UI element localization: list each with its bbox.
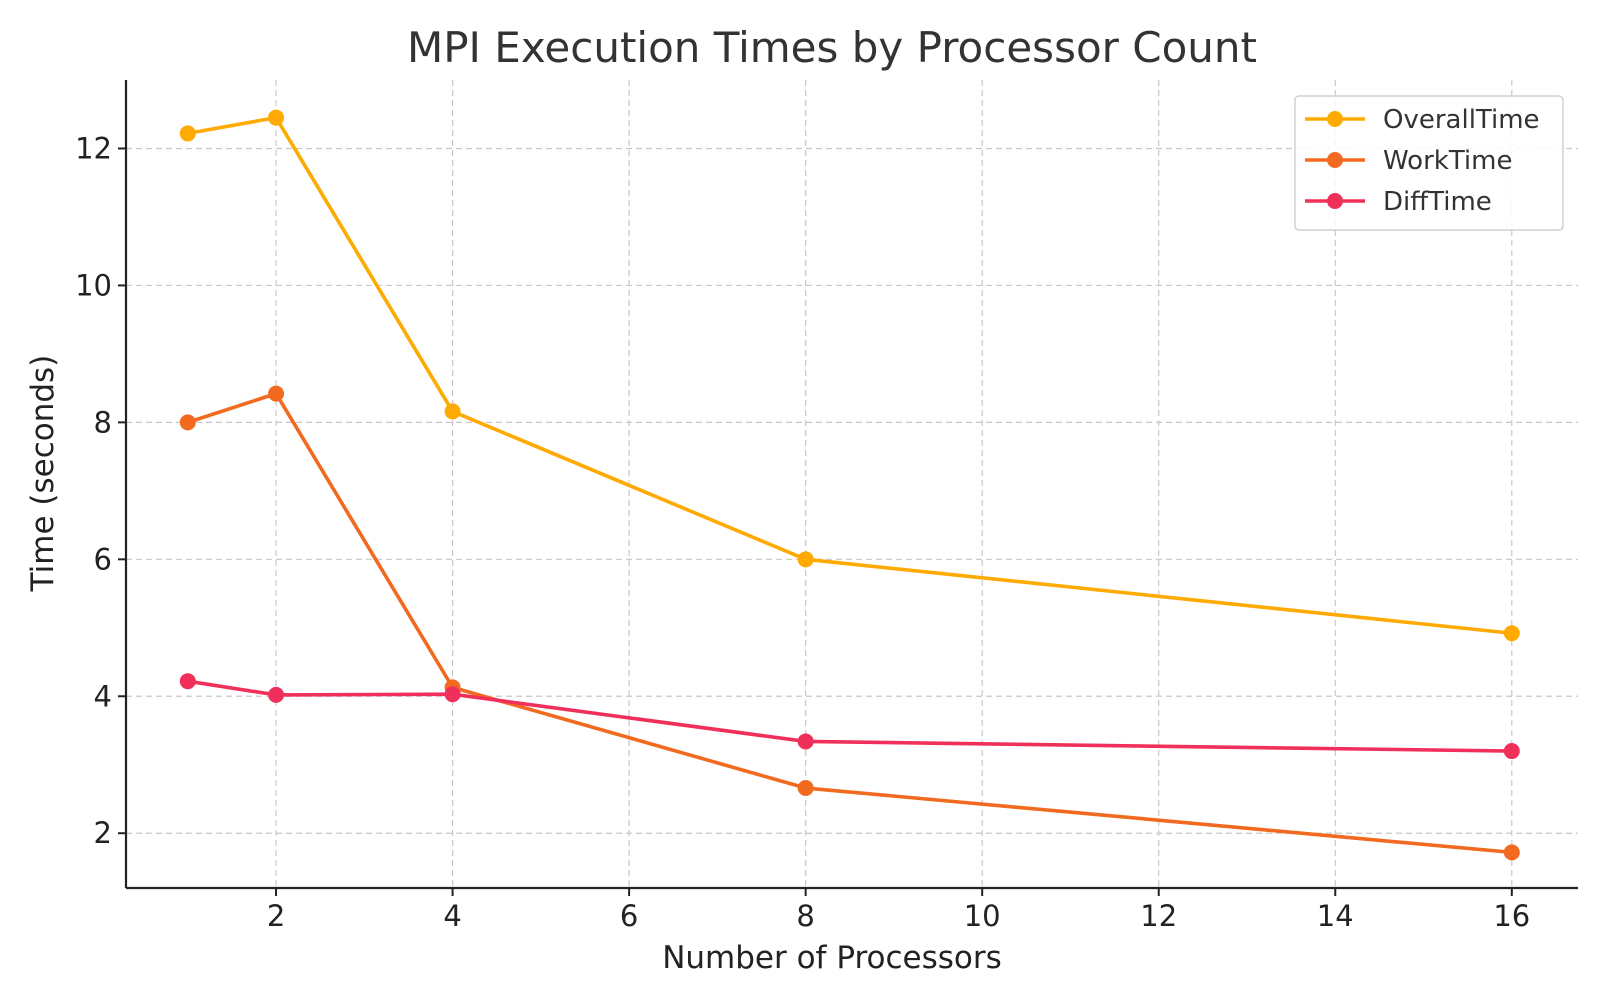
x-tick-label: 16 — [1493, 899, 1530, 933]
legend-swatch-marker — [1327, 111, 1343, 127]
legend-swatch-marker — [1327, 152, 1343, 168]
data-point-difftime — [179, 673, 196, 690]
data-point-worktime — [797, 780, 814, 797]
legend-item-overalltime: OverallTime — [1305, 105, 1540, 135]
x-tick-label: 8 — [796, 899, 814, 933]
x-tick-label: 14 — [1317, 899, 1354, 933]
data-point-difftime — [444, 686, 461, 703]
series-lines — [179, 109, 1520, 861]
x-tick-label: 10 — [964, 899, 1001, 933]
legend-item-worktime: WorkTime — [1305, 146, 1512, 176]
y-tick-label: 12 — [75, 131, 112, 165]
x-tick-label: 2 — [267, 899, 285, 933]
chart-title: MPI Execution Times by Processor Count — [407, 23, 1257, 72]
data-point-overalltime — [1503, 625, 1520, 642]
data-point-worktime — [179, 414, 196, 431]
legend-label: OverallTime — [1383, 105, 1540, 135]
x-tick-label: 6 — [620, 899, 638, 933]
legend: OverallTime WorkTime DiffTime — [1294, 95, 1564, 231]
data-point-overalltime — [797, 551, 814, 568]
y-tick-label: 6 — [94, 542, 112, 576]
x-tick-label: 4 — [443, 899, 461, 933]
series-difftime — [179, 673, 1520, 760]
data-point-overalltime — [444, 403, 461, 420]
x-tick-label: 12 — [1140, 899, 1177, 933]
legend-swatch-marker — [1327, 193, 1343, 209]
data-point-worktime — [268, 385, 285, 402]
y-tick-label: 2 — [94, 816, 112, 850]
x-axis-label: Number of Processors — [662, 940, 1002, 976]
legend-item-difftime: DiffTime — [1305, 187, 1492, 217]
y-tick-label: 4 — [94, 679, 112, 713]
ticks: 2 4 6 8 10 12 14 16 2 4 6 8 10 12 — [75, 131, 1530, 933]
data-point-worktime — [1503, 844, 1520, 861]
legend-box — [1294, 95, 1564, 231]
y-tick-label: 10 — [75, 268, 112, 302]
data-point-overalltime — [268, 109, 285, 126]
legend-label: WorkTime — [1383, 146, 1512, 176]
data-point-difftime — [797, 733, 814, 750]
data-point-overalltime — [179, 125, 196, 142]
y-tick-label: 8 — [94, 405, 112, 439]
data-point-difftime — [268, 686, 285, 703]
data-point-difftime — [1503, 743, 1520, 760]
legend-label: DiffTime — [1383, 187, 1492, 217]
series-overalltime — [179, 109, 1520, 642]
y-axis-label: Time (seconds) — [25, 355, 61, 593]
